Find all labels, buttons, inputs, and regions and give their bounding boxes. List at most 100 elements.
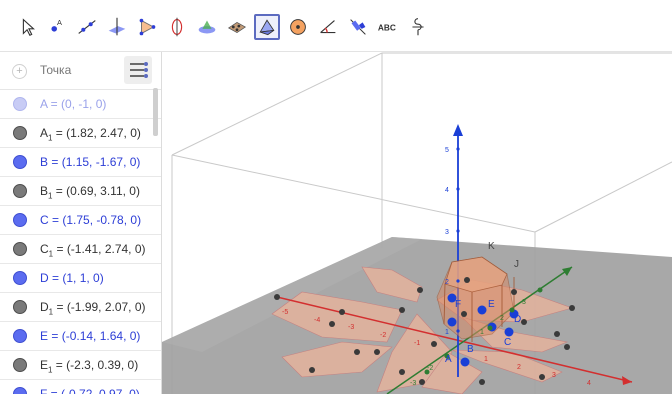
tool-button-angle-tool[interactable]: [315, 14, 341, 40]
algebra-item[interactable]: F = (-0.72, 0.97, 0): [0, 380, 161, 394]
algebra-item-text[interactable]: A = (0, -1, 0): [40, 97, 106, 111]
sphere-tool-icon: [286, 15, 310, 39]
z-tick-mark[interactable]: [456, 329, 459, 332]
algebra-item[interactable]: B = (1.15, -1.67, 0): [0, 148, 161, 177]
algebra-item[interactable]: D1 = (-1.99, 2.07, 0): [0, 293, 161, 322]
algebra-item-text[interactable]: E = (-0.14, 1.64, 0): [40, 329, 140, 343]
plus-icon[interactable]: +: [12, 64, 27, 79]
visibility-toggle[interactable]: [13, 126, 27, 140]
base-vertex-point[interactable]: [461, 358, 470, 367]
tool-button-reflect-tool[interactable]: [345, 14, 371, 40]
base-vertex-point[interactable]: [505, 328, 514, 337]
point-subscript: 1: [48, 133, 52, 142]
tool-button-rotate-view-tool[interactable]: [405, 14, 431, 40]
tool-button-circle-axis-tool[interactable]: [164, 14, 190, 40]
y-axis-point[interactable]: [488, 326, 493, 331]
visibility-toggle[interactable]: [13, 213, 27, 227]
point-value: (-1.99, 2.07, 0): [67, 300, 146, 314]
net-vertex-point[interactable]: [417, 287, 423, 293]
algebra-item[interactable]: C1 = (-1.41, 2.74, 0): [0, 235, 161, 264]
toolbar: A ABC: [0, 0, 672, 52]
net-vertex-point[interactable]: [464, 277, 470, 283]
tool-button-perpendicular-tool[interactable]: [104, 14, 130, 40]
net-vertex-point[interactable]: [274, 294, 280, 300]
visibility-toggle[interactable]: [13, 358, 27, 372]
net-vertex-point[interactable]: [399, 307, 405, 313]
base-vertex-point[interactable]: [448, 318, 457, 327]
tool-button-plane-three-points-tool[interactable]: [224, 14, 250, 40]
visibility-toggle[interactable]: [13, 242, 27, 256]
algebra-item[interactable]: D = (1, 1, 0): [0, 264, 161, 293]
algebra-item[interactable]: A1 = (1.82, 2.47, 0): [0, 119, 161, 148]
point-value: (0, -1, 0): [61, 97, 106, 111]
y-tick-label: 1: [480, 329, 484, 336]
tool-button-pyramid-tool[interactable]: [254, 14, 280, 40]
net-vertex-point[interactable]: [431, 341, 437, 347]
visibility-toggle[interactable]: [13, 329, 27, 343]
pyramid-tool-icon: [256, 16, 278, 38]
algebra-input-row[interactable]: + Точка: [0, 52, 161, 90]
z-tick-mark[interactable]: [456, 147, 459, 150]
y-axis-point[interactable]: [510, 308, 515, 313]
z-tick-mark[interactable]: [456, 187, 459, 190]
net-vertex-point[interactable]: [569, 305, 575, 311]
tool-button-polygon-tool[interactable]: [134, 14, 160, 40]
visibility-toggle[interactable]: [13, 387, 27, 394]
point-name: D: [40, 271, 49, 285]
y-axis-point[interactable]: [425, 370, 430, 375]
algebra-item-text[interactable]: D1 = (-1.99, 2.07, 0): [40, 300, 146, 316]
algebra-scrollbar[interactable]: [153, 88, 158, 136]
net-vertex-point[interactable]: [339, 309, 345, 315]
base-vertex-point[interactable]: [478, 306, 487, 315]
net-vertex-point[interactable]: [564, 344, 570, 350]
net-vertex-point[interactable]: [329, 321, 335, 327]
z-tick-mark[interactable]: [456, 229, 459, 232]
tool-button-sphere-tool[interactable]: [285, 14, 311, 40]
x-tick-label: -3: [348, 324, 354, 331]
algebra-item-text[interactable]: C1 = (-1.41, 2.74, 0): [40, 242, 146, 258]
point-name: B: [40, 155, 48, 169]
net-vertex-point[interactable]: [521, 319, 527, 325]
net-vertex-point[interactable]: [399, 369, 405, 375]
algebra-input[interactable]: Точка: [40, 63, 71, 77]
z-tick-mark[interactable]: [456, 279, 459, 282]
net-vertex-point[interactable]: [419, 379, 425, 385]
tool-button-move-tool[interactable]: [15, 14, 41, 40]
visibility-toggle[interactable]: [13, 300, 27, 314]
net-vertex-point[interactable]: [309, 367, 315, 373]
tool-button-text-tool[interactable]: ABC: [375, 14, 401, 40]
algebra-item-text[interactable]: D = (1, 1, 0): [40, 271, 104, 285]
tool-button-point-tool[interactable]: A: [44, 14, 70, 40]
algebra-item-text[interactable]: A1 = (1.82, 2.47, 0): [40, 126, 141, 142]
algebra-menu-button[interactable]: [124, 56, 152, 84]
y-axis-point[interactable]: [538, 288, 543, 293]
net-vertex-point[interactable]: [461, 311, 467, 317]
x-tick-label: 3: [552, 372, 556, 379]
algebra-item[interactable]: E1 = (-2.3, 0.39, 0): [0, 351, 161, 380]
tool-button-intersect-surfaces-tool[interactable]: [194, 14, 220, 40]
algebra-item[interactable]: E = (-0.14, 1.64, 0): [0, 322, 161, 351]
net-vertex-point[interactable]: [539, 374, 545, 380]
algebra-item-text[interactable]: F = (-0.72, 0.97, 0): [40, 387, 140, 394]
algebra-item-text[interactable]: B1 = (0.69, 3.11, 0): [40, 184, 140, 200]
algebra-item[interactable]: A = (0, -1, 0): [0, 90, 161, 119]
algebra-item-text[interactable]: B = (1.15, -1.67, 0): [40, 155, 140, 169]
rotate-view-tool-icon: [406, 15, 430, 39]
tool-button-line-tool[interactable]: [74, 14, 100, 40]
algebra-item-text[interactable]: E1 = (-2.3, 0.39, 0): [40, 358, 138, 374]
net-vertex-point[interactable]: [354, 349, 360, 355]
visibility-toggle[interactable]: [13, 155, 27, 169]
net-vertex-point[interactable]: [374, 349, 380, 355]
visibility-toggle[interactable]: [13, 97, 27, 111]
visibility-toggle[interactable]: [13, 184, 27, 198]
algebra-item-text[interactable]: C = (1.75, -0.78, 0): [40, 213, 141, 227]
algebra-item[interactable]: C = (1.75, -0.78, 0): [0, 206, 161, 235]
net-vertex-point[interactable]: [554, 331, 560, 337]
algebra-item[interactable]: B1 = (0.69, 3.11, 0): [0, 177, 161, 206]
visibility-toggle[interactable]: [13, 271, 27, 285]
net-vertex-point[interactable]: [479, 379, 485, 385]
z-axis-arrow: [453, 124, 463, 136]
net-vertex-point[interactable]: [511, 289, 517, 295]
